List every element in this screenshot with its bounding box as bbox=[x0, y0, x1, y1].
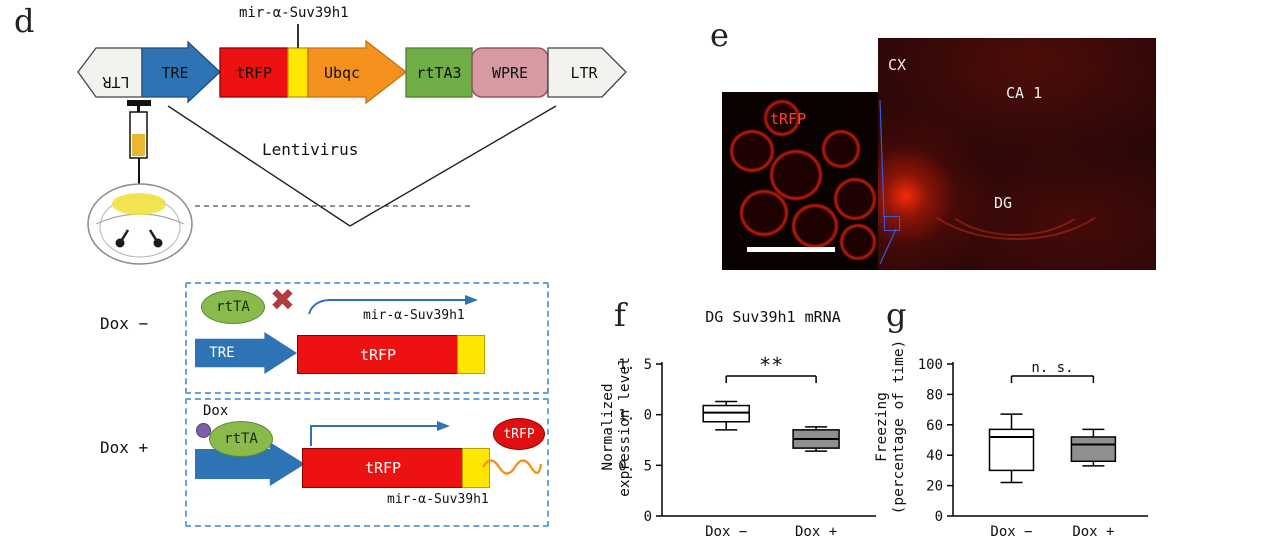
trfp-gene-label-active: tRFP bbox=[364, 459, 402, 477]
syringe-icon bbox=[127, 100, 151, 190]
trfp-product-oval: tRFP bbox=[493, 418, 545, 450]
y-tick-label: 1. 0 bbox=[618, 408, 652, 424]
dox-molecule-label: Dox bbox=[203, 403, 229, 419]
box bbox=[1070, 436, 1117, 463]
rtta3-box bbox=[405, 47, 473, 98]
lentivirus-construct-diagram: LTR TRE tRFP Ubqc rtTA3 WPRE LTR bbox=[77, 40, 627, 105]
x-category-label: Dox + bbox=[1072, 524, 1114, 540]
dox-minus-diagram-box: rtTA ✖ mir-α-Suv39h1 TRE tRFP bbox=[185, 277, 549, 394]
x-category-label: Dox − bbox=[705, 524, 747, 540]
dg-band-art bbox=[914, 124, 1118, 240]
trfp-box bbox=[219, 47, 289, 98]
mirna-wave-icon bbox=[481, 459, 543, 475]
mir-gene-box bbox=[457, 335, 485, 374]
mir-gene-box-active bbox=[462, 448, 490, 488]
zoom-region-rect bbox=[884, 216, 900, 231]
fluorescence-image-zoom: tRFP bbox=[722, 92, 880, 270]
box bbox=[988, 428, 1035, 472]
box bbox=[702, 404, 750, 423]
transcription-arrow-active bbox=[310, 421, 450, 446]
construct-mir-label: mir-α-Suv39h1 bbox=[239, 5, 349, 21]
cell-ring bbox=[834, 178, 876, 220]
significance-label: ** bbox=[759, 353, 783, 377]
fluorescence-image-overview: CX CA 1 DG bbox=[878, 38, 1156, 270]
dg-label: DG bbox=[994, 194, 1013, 212]
ltr-left-label: LTR bbox=[101, 73, 129, 91]
ubqc-arrow bbox=[307, 40, 408, 105]
chart-f-title: DG Suv39h1 mRNA bbox=[705, 308, 841, 326]
panel-label-e: e bbox=[710, 16, 729, 54]
dox-plus-row-label: Dox + bbox=[100, 438, 149, 457]
hippocampus-highlight bbox=[112, 193, 166, 215]
blocked-x-icon: ✖ bbox=[271, 277, 296, 323]
boxplot-g: 0 20 40 60 80 100 Dox − Dox + n. s. bbox=[918, 357, 1148, 540]
ubqc-label: Ubqc bbox=[324, 64, 360, 82]
rtta-protein-oval: rtTA bbox=[201, 290, 265, 324]
cell-ring bbox=[730, 130, 774, 172]
y-tick-label: 60 bbox=[926, 418, 943, 434]
ltr-right-arrow bbox=[547, 47, 627, 98]
y-tick-label: 0 bbox=[644, 509, 652, 525]
dox-minus-row-label: Dox − bbox=[100, 314, 149, 333]
cell-ring bbox=[764, 100, 800, 136]
x-category-label: Dox − bbox=[990, 524, 1032, 540]
tre-promoter-arrow: TRE bbox=[195, 332, 297, 374]
x-category-label: Dox + bbox=[795, 524, 837, 540]
tre-arrow bbox=[141, 40, 221, 104]
wpre-label: WPRE bbox=[492, 64, 528, 82]
chart-g-ylabel-line1: Freezing bbox=[874, 392, 890, 462]
y-tick-label: 40 bbox=[926, 448, 943, 464]
rtta-label: rtTA bbox=[216, 299, 250, 315]
dox-molecule-icon bbox=[196, 423, 211, 438]
trfp-image-label: tRFP bbox=[770, 110, 807, 128]
panel-label-d: d bbox=[14, 2, 35, 40]
trfp-gene-box: tRFP bbox=[297, 335, 459, 374]
ca1-label: CA 1 bbox=[1006, 84, 1043, 102]
tre-label: TRE bbox=[161, 64, 188, 82]
lentivirus-label: Lentivirus bbox=[262, 140, 359, 159]
trfp-product-label: tRFP bbox=[503, 426, 535, 442]
cell-ring bbox=[822, 130, 860, 168]
y-tick-label: 20 bbox=[926, 479, 943, 495]
trfp-label: tRFP bbox=[236, 64, 272, 82]
y-tick-label: 80 bbox=[926, 387, 943, 403]
rtta-protein-oval-active: rtTA bbox=[209, 421, 273, 457]
y-tick-label: 0 bbox=[935, 509, 943, 525]
ltr-right-label: LTR bbox=[570, 64, 598, 82]
cell-ring bbox=[792, 204, 838, 248]
panel-label-f: f bbox=[614, 296, 626, 334]
y-tick-label: 0. 5 bbox=[618, 458, 652, 474]
rtta3-label: rtTA3 bbox=[416, 64, 461, 82]
dox-plus-diagram-box: Dox rtTA tRFP tRFP mir-α-Suv39h1 bbox=[185, 398, 549, 527]
cell-ring bbox=[770, 150, 822, 200]
mir-yellow-box bbox=[287, 47, 309, 98]
cell-ring bbox=[840, 224, 876, 260]
transcription-arrow-blocked bbox=[308, 295, 478, 315]
dox-plus-mir-label: mir-α-Suv39h1 bbox=[387, 492, 489, 507]
y-tick-label: 1. 5 bbox=[618, 357, 652, 373]
lentivirus-v-line-right bbox=[349, 105, 557, 227]
significance-label: n. s. bbox=[1031, 360, 1073, 376]
cell-ring bbox=[740, 190, 788, 236]
boxplot-f: 0 0. 5 1. 0 1. 5 Dox − Dox + ** bbox=[618, 353, 876, 540]
panel-label-g: g bbox=[886, 296, 907, 334]
trfp-gene-box-active: tRFP bbox=[302, 448, 464, 488]
scale-bar bbox=[747, 247, 835, 252]
y-tick-label: 100 bbox=[918, 357, 943, 373]
lentivirus-v-line-left bbox=[167, 105, 351, 227]
dg-band-art bbox=[938, 148, 1092, 236]
mir-pointer-line bbox=[297, 24, 299, 48]
tre-promoter-label: TRE bbox=[209, 345, 235, 361]
trfp-gene-label: tRFP bbox=[359, 345, 397, 364]
brain-section-icon bbox=[87, 183, 193, 265]
cx-label: CX bbox=[888, 56, 907, 74]
dox-minus-mir-label: mir-α-Suv39h1 bbox=[363, 308, 465, 323]
rtta-label-active: rtTA bbox=[224, 431, 258, 447]
